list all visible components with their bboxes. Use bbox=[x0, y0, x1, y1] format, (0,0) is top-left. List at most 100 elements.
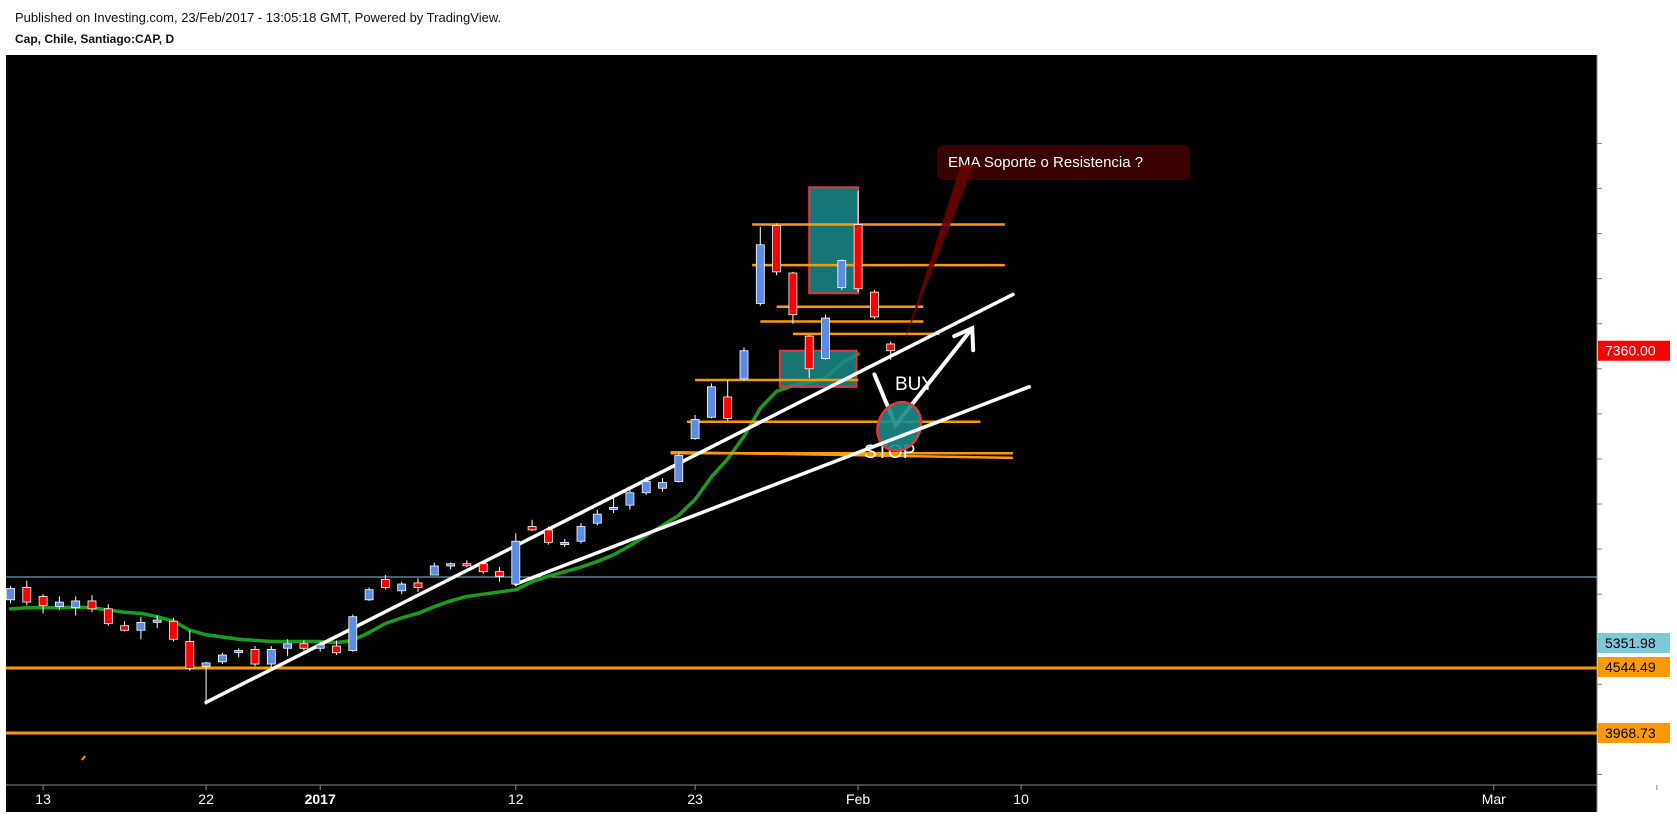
candle-body bbox=[234, 650, 244, 653]
x-tick-label-5: Feb bbox=[846, 791, 870, 807]
candle-body bbox=[511, 540, 521, 585]
candle-body bbox=[478, 563, 488, 573]
candle-35 bbox=[576, 523, 586, 544]
y-tick-label-14: 9200.00 bbox=[1605, 135, 1656, 151]
candle-body bbox=[136, 621, 146, 631]
y-tick-label-6: 6000.00 bbox=[1605, 496, 1656, 512]
price-badges: 7360.00 5351.98 4544.49 3968.73 bbox=[1598, 340, 1670, 743]
y-tick-label-10: 7600.00 bbox=[1605, 316, 1656, 332]
candle-body bbox=[87, 600, 97, 610]
candle-6 bbox=[103, 604, 113, 626]
lower-level-badge-bg bbox=[1598, 722, 1670, 743]
candle-11 bbox=[185, 630, 195, 671]
ema-layer bbox=[8, 352, 860, 645]
candle-body bbox=[707, 386, 716, 418]
candle-42 bbox=[690, 414, 700, 440]
x-tick-label-7: Mar bbox=[1482, 791, 1506, 807]
candle-body bbox=[152, 619, 162, 623]
candle-body bbox=[413, 582, 423, 588]
candle-1 bbox=[22, 580, 32, 606]
candle-body bbox=[185, 641, 195, 669]
last-price-badge-label: 7360.00 bbox=[1605, 343, 1656, 359]
ema-line bbox=[8, 352, 860, 645]
candle-body bbox=[755, 244, 765, 304]
candle-body bbox=[641, 481, 651, 494]
candle-2 bbox=[38, 594, 48, 614]
y-tick-label-7: 6400.00 bbox=[1605, 451, 1656, 467]
candle-22 bbox=[364, 587, 374, 601]
candle-12 bbox=[201, 661, 211, 705]
symbol-title: Cap, Chile, Santiago:CAP, D bbox=[15, 32, 175, 46]
candle-29 bbox=[478, 561, 488, 574]
candle-50 bbox=[821, 314, 830, 360]
candle-body bbox=[283, 643, 293, 649]
candle-body bbox=[22, 587, 32, 603]
candle-21 bbox=[348, 614, 358, 652]
ema-question-box bbox=[937, 145, 1190, 180]
candle-14 bbox=[234, 648, 244, 658]
published-line: Published on Investing.com, 23/Feb/2017 … bbox=[15, 10, 502, 25]
y-tick-label-5: 5600.00 bbox=[1605, 541, 1656, 557]
candle-body bbox=[120, 625, 129, 631]
candle-body bbox=[38, 596, 48, 606]
candle-body bbox=[380, 579, 390, 588]
candle-body bbox=[446, 563, 456, 567]
candle-52 bbox=[853, 190, 863, 293]
candle-body bbox=[71, 600, 81, 609]
candle-body bbox=[625, 492, 635, 506]
last-price-badge-bg bbox=[1598, 340, 1670, 361]
ema-pointer bbox=[903, 165, 974, 343]
candle-0 bbox=[6, 586, 15, 604]
candle-15 bbox=[250, 646, 260, 667]
candle-48 bbox=[788, 271, 798, 324]
trendline-0 bbox=[204, 292, 1015, 705]
candle-7 bbox=[120, 621, 129, 632]
candle-25 bbox=[413, 578, 423, 592]
x-tick-label-1: 22 bbox=[198, 791, 214, 807]
orange-level-badge-label: 4544.49 bbox=[1605, 659, 1656, 675]
candle-23 bbox=[380, 575, 390, 590]
small-mark bbox=[81, 755, 86, 761]
y-tick-label-4: 5200.00 bbox=[1605, 586, 1656, 602]
time-axis[interactable]: 132220171223Feb10Mar1021Abr12May bbox=[35, 785, 1677, 807]
candle-10 bbox=[169, 617, 178, 642]
candle-4 bbox=[71, 596, 81, 616]
x-tick-label-6: 10 bbox=[1013, 791, 1029, 807]
short-levels-layer bbox=[670, 223, 1013, 460]
candle-body bbox=[788, 272, 798, 316]
candle-body bbox=[364, 589, 374, 601]
candle-36 bbox=[592, 509, 602, 526]
y-tick-label-11: 8000.00 bbox=[1605, 271, 1656, 287]
ema-question-label: EMA Soporte o Resistencia ? bbox=[948, 154, 1143, 171]
candle-44 bbox=[723, 380, 733, 421]
y-tick-label-13: 8800.00 bbox=[1605, 180, 1656, 196]
candle-body bbox=[250, 649, 260, 665]
candle-body bbox=[609, 507, 618, 510]
candle-body bbox=[658, 482, 667, 489]
candle-9 bbox=[152, 615, 162, 628]
candle-18 bbox=[299, 640, 309, 651]
y-tick-label-0: 3600.00 bbox=[1605, 767, 1656, 783]
candle-30 bbox=[495, 567, 504, 582]
candle-body bbox=[576, 526, 586, 542]
candle-body bbox=[674, 455, 684, 482]
candle-46 bbox=[755, 226, 765, 306]
candle-41 bbox=[674, 452, 684, 483]
candle-17 bbox=[283, 639, 293, 657]
candle-body bbox=[315, 644, 325, 649]
candle-body bbox=[821, 317, 830, 360]
lower-level-badge-label: 3968.73 bbox=[1605, 725, 1656, 741]
candle-26 bbox=[429, 562, 439, 576]
x-tick-label-3: 12 bbox=[508, 791, 524, 807]
candle-body bbox=[217, 654, 227, 663]
candle-47 bbox=[772, 223, 781, 276]
y-tick-label-9: 7200.00 bbox=[1605, 361, 1656, 377]
candle-28 bbox=[462, 560, 472, 568]
price-axis[interactable]: 3600.004000.004400.004800.005200.005600.… bbox=[1597, 135, 1656, 783]
y-tick-label-12: 8400.00 bbox=[1605, 226, 1656, 242]
cyan-level-badge-label: 5351.98 bbox=[1605, 635, 1656, 651]
candle-body bbox=[837, 260, 847, 289]
candle-body bbox=[592, 513, 602, 524]
candle-8 bbox=[136, 616, 146, 640]
